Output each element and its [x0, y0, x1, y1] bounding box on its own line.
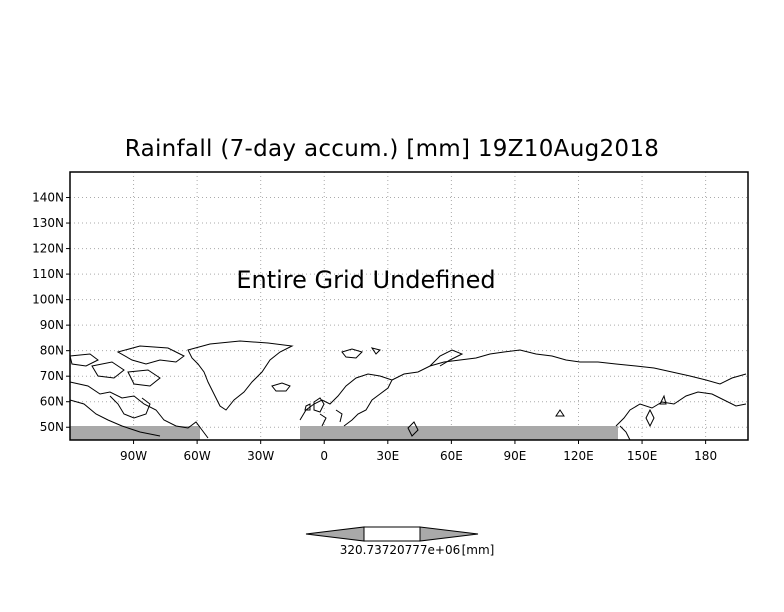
coast-hudson-bay: [109, 395, 151, 419]
coast-caspian: [407, 421, 419, 437]
coast-east-asia: [615, 391, 747, 441]
lon-label: 30W: [247, 449, 274, 463]
coast-arctic-islands: [69, 345, 185, 387]
lon-label: 150E: [627, 449, 658, 463]
coast-baikal: [555, 409, 565, 417]
map-frame: [69, 171, 749, 441]
coast-novaya-zemlya: [429, 349, 464, 367]
lon-label: 30E: [376, 449, 399, 463]
colorbar-left-arrow: [305, 526, 365, 542]
lon-label: 90W: [120, 449, 147, 463]
lat-label: 60N: [40, 395, 64, 409]
undefined-grid-message: Entire Grid Undefined: [236, 266, 495, 294]
colorbar-unit-label: [mm]: [462, 543, 495, 557]
lon-label: 60W: [184, 449, 211, 463]
coast-greenland: [187, 340, 294, 411]
coast-iceland: [271, 382, 291, 392]
lon-label: 0: [320, 449, 328, 463]
graticule: [70, 172, 748, 440]
lon-label: 60E: [440, 449, 463, 463]
lon-label: 90E: [504, 449, 527, 463]
coast-north-asia: [391, 349, 747, 385]
undefined-band-americas: [70, 426, 200, 440]
lat-label: 50N: [40, 420, 64, 434]
coast-british-isles: [304, 397, 325, 413]
undefined-band-eurasia: [300, 426, 618, 440]
colorbar-value-label: 320.73720777e+06: [340, 543, 461, 557]
coast-europe: [299, 373, 393, 427]
lat-label: 80N: [40, 344, 64, 358]
colorbar: 320.73720777e+06 [mm]: [305, 526, 495, 557]
colorbar-right-arrow: [419, 526, 479, 542]
lat-label: 110N: [32, 267, 64, 281]
colorbar-center-box: [363, 526, 421, 542]
lat-label: 130N: [32, 216, 64, 230]
lat-label: 70N: [40, 369, 64, 383]
lat-label: 140N: [32, 191, 64, 205]
coast-north-america: [69, 381, 209, 439]
lon-label: 120E: [563, 449, 594, 463]
lon-label: 180: [694, 449, 717, 463]
lat-label: 100N: [32, 293, 64, 307]
lat-label: 90N: [40, 318, 64, 332]
latitude-labels: 140N 130N 120N 110N 100N 90N 80N 70N 60N 50N: [32, 191, 70, 434]
longitude-labels: 90W 60W 30W 0 30E 60E 90E 120E 150E 180: [120, 440, 717, 463]
coastlines: [69, 340, 747, 441]
lat-label: 120N: [32, 242, 64, 256]
coast-japan-sakhalin: [645, 394, 667, 428]
map-title: Rainfall (7-day accum.) [mm] 19Z10Aug201…: [124, 136, 660, 162]
coast-svalbard: [341, 347, 381, 359]
